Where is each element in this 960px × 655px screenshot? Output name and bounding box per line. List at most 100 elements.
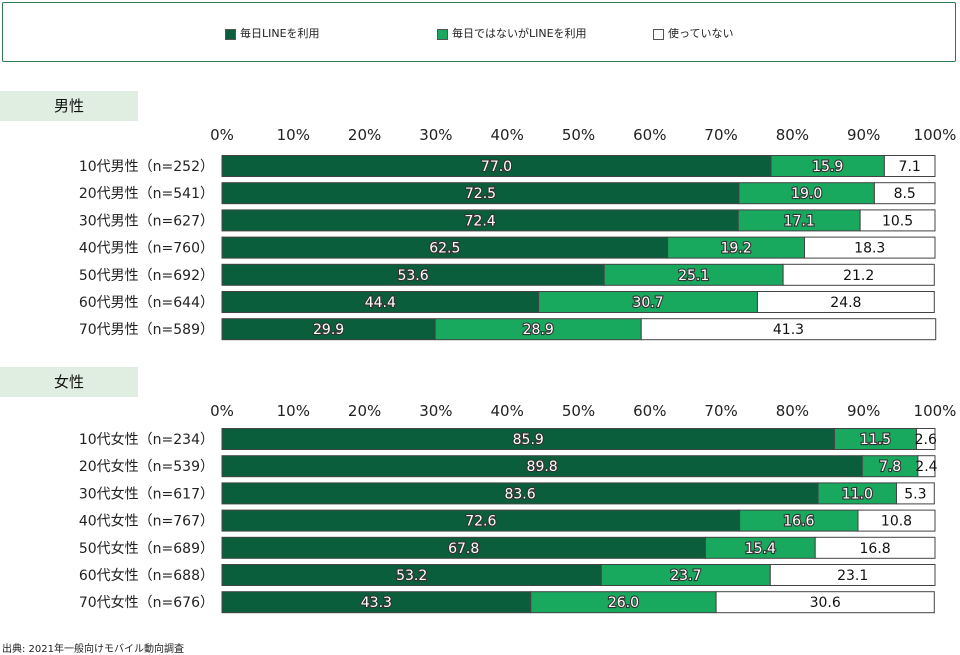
male-x-tick-label: 30% xyxy=(419,126,452,144)
female-data-label: 16.6 xyxy=(783,514,814,530)
section-label-female: 女性 xyxy=(0,367,138,397)
female-x-tick-label: 30% xyxy=(419,402,452,420)
female-x-tick-label: 50% xyxy=(562,402,595,420)
female-data-label: 43.3 xyxy=(361,595,392,611)
female-data-label: 85.9 xyxy=(513,432,544,448)
female-category-label: 60代女性（n=688） xyxy=(79,567,214,584)
female-data-label: 5.3 xyxy=(904,486,926,502)
male-data-label: 15.9 xyxy=(812,159,843,175)
female-data-label: 2.6 xyxy=(915,432,937,448)
female-data-label: 53.2 xyxy=(396,568,427,584)
male-category-label: 50代男性（n=692） xyxy=(79,268,214,284)
male-data-label: 53.6 xyxy=(397,268,428,284)
female-x-tick-label: 80% xyxy=(776,402,809,420)
legend-label-not-daily: 毎日ではないがLINEを利用 xyxy=(452,27,587,40)
male-category-label: 30代男性（n=627） xyxy=(79,213,214,229)
male-category-label: 20代男性（n=541） xyxy=(79,186,214,202)
male-data-label: 24.8 xyxy=(830,295,861,311)
legend: 毎日LINEを利用 毎日ではないがLINEを利用 使っていない xyxy=(2,2,956,62)
male-data-label: 29.9 xyxy=(313,322,344,338)
female-bar-segment xyxy=(857,509,936,532)
female-bar-segment xyxy=(915,428,936,450)
male-x-tick-label: 50% xyxy=(562,126,595,144)
male-data-label: 72.5 xyxy=(465,186,496,202)
male-data-label: 19.0 xyxy=(791,186,822,202)
male-data-label: 77.0 xyxy=(481,159,512,175)
female-bar-segment xyxy=(715,591,935,614)
female-category-label: 70代女性（n=676） xyxy=(79,594,214,611)
female-data-label: 11.0 xyxy=(842,486,873,502)
male-bar-segment xyxy=(883,155,936,177)
female-bar-segment xyxy=(895,482,935,505)
female-category-label: 40代女性（n=767） xyxy=(79,513,214,530)
female-data-label: 83.6 xyxy=(504,486,535,502)
female-category-label: 30代女性（n=617） xyxy=(79,485,214,502)
male-bar-segment xyxy=(640,318,937,341)
female-data-label: 11.5 xyxy=(860,432,891,448)
male-x-tick-label: 60% xyxy=(633,126,666,144)
male-category-label: 60代男性（n=644） xyxy=(79,295,214,311)
male-bar-segment xyxy=(782,263,935,286)
female-data-label: 89.8 xyxy=(527,459,558,475)
male-data-label: 21.2 xyxy=(843,268,874,284)
female-data-label: 72.6 xyxy=(465,514,496,530)
male-category-label: 40代男性（n=760） xyxy=(79,241,214,257)
legend-item-daily: 毎日LINEを利用 xyxy=(225,27,320,41)
female-category-label: 50代女性（n=689） xyxy=(79,540,214,557)
female-bar-segment xyxy=(917,455,936,478)
male-data-label: 41.3 xyxy=(773,322,804,338)
female-data-label: 16.8 xyxy=(860,541,891,557)
male-data-label: 10.5 xyxy=(882,213,913,229)
female-data-label: 26.0 xyxy=(608,595,639,611)
female-data-label: 67.8 xyxy=(448,541,479,557)
female-data-label: 15.4 xyxy=(745,541,776,557)
female-x-tick-label: 40% xyxy=(491,402,524,420)
legend-swatch-daily xyxy=(225,28,236,40)
female-data-label: 7.8 xyxy=(879,459,901,475)
female-x-tick-label: 100% xyxy=(914,402,957,420)
female-x-tick-label: 60% xyxy=(633,402,666,420)
female-category-label: 20代女性（n=539） xyxy=(79,458,214,475)
female-data-label: 30.6 xyxy=(810,595,841,611)
male-x-tick-label: 40% xyxy=(491,126,524,144)
section-label-male: 男性 xyxy=(0,91,138,121)
legend-swatch-not-daily xyxy=(437,28,448,40)
male-x-tick-label: 70% xyxy=(704,126,737,144)
female-bar-segment xyxy=(769,564,936,586)
male-data-label: 8.5 xyxy=(894,186,916,202)
male-x-tick-label: 100% xyxy=(914,126,957,144)
male-x-tick-label: 90% xyxy=(847,126,880,144)
female-category-label: 10代女性（n=234） xyxy=(79,431,214,448)
male-x-tick-label: 80% xyxy=(776,126,809,144)
legend-label-not-used: 使っていない xyxy=(668,27,734,40)
male-x-tick-label: 0% xyxy=(210,126,234,144)
male-data-label: 19.2 xyxy=(720,241,751,257)
male-data-label: 28.9 xyxy=(523,322,554,338)
female-x-tick-label: 0% xyxy=(210,402,234,420)
legend-swatch-not-used xyxy=(653,28,664,40)
legend-item-not-daily: 毎日ではないがLINEを利用 xyxy=(437,27,587,41)
male-data-label: 62.5 xyxy=(429,241,460,257)
male-bar-segment xyxy=(859,209,936,232)
female-bar-segment xyxy=(814,536,936,559)
male-category-label: 10代男性（n=252） xyxy=(79,159,214,175)
male-bar-segment xyxy=(756,291,935,313)
male-data-label: 25.1 xyxy=(678,268,709,284)
female-data-label: 23.1 xyxy=(837,568,868,584)
male-bar-segment xyxy=(873,182,936,205)
male-data-label: 30.7 xyxy=(632,295,663,311)
female-x-tick-label: 70% xyxy=(704,402,737,420)
legend-label-daily: 毎日LINEを利用 xyxy=(240,27,320,40)
male-x-tick-label: 20% xyxy=(348,126,381,144)
female-data-label: 10.8 xyxy=(881,514,912,530)
female-x-tick-label: 20% xyxy=(348,402,381,420)
male-data-label: 44.4 xyxy=(365,295,396,311)
source-note: 出典: 2021年一般向けモバイル動向調査 xyxy=(2,644,184,655)
legend-item-not-used: 使っていない xyxy=(653,27,733,41)
male-data-label: 17.1 xyxy=(784,213,815,229)
male-bar-segment xyxy=(804,236,936,259)
male-x-tick-label: 10% xyxy=(277,126,310,144)
female-data-label: 2.4 xyxy=(915,459,937,475)
female-x-tick-label: 90% xyxy=(847,402,880,420)
